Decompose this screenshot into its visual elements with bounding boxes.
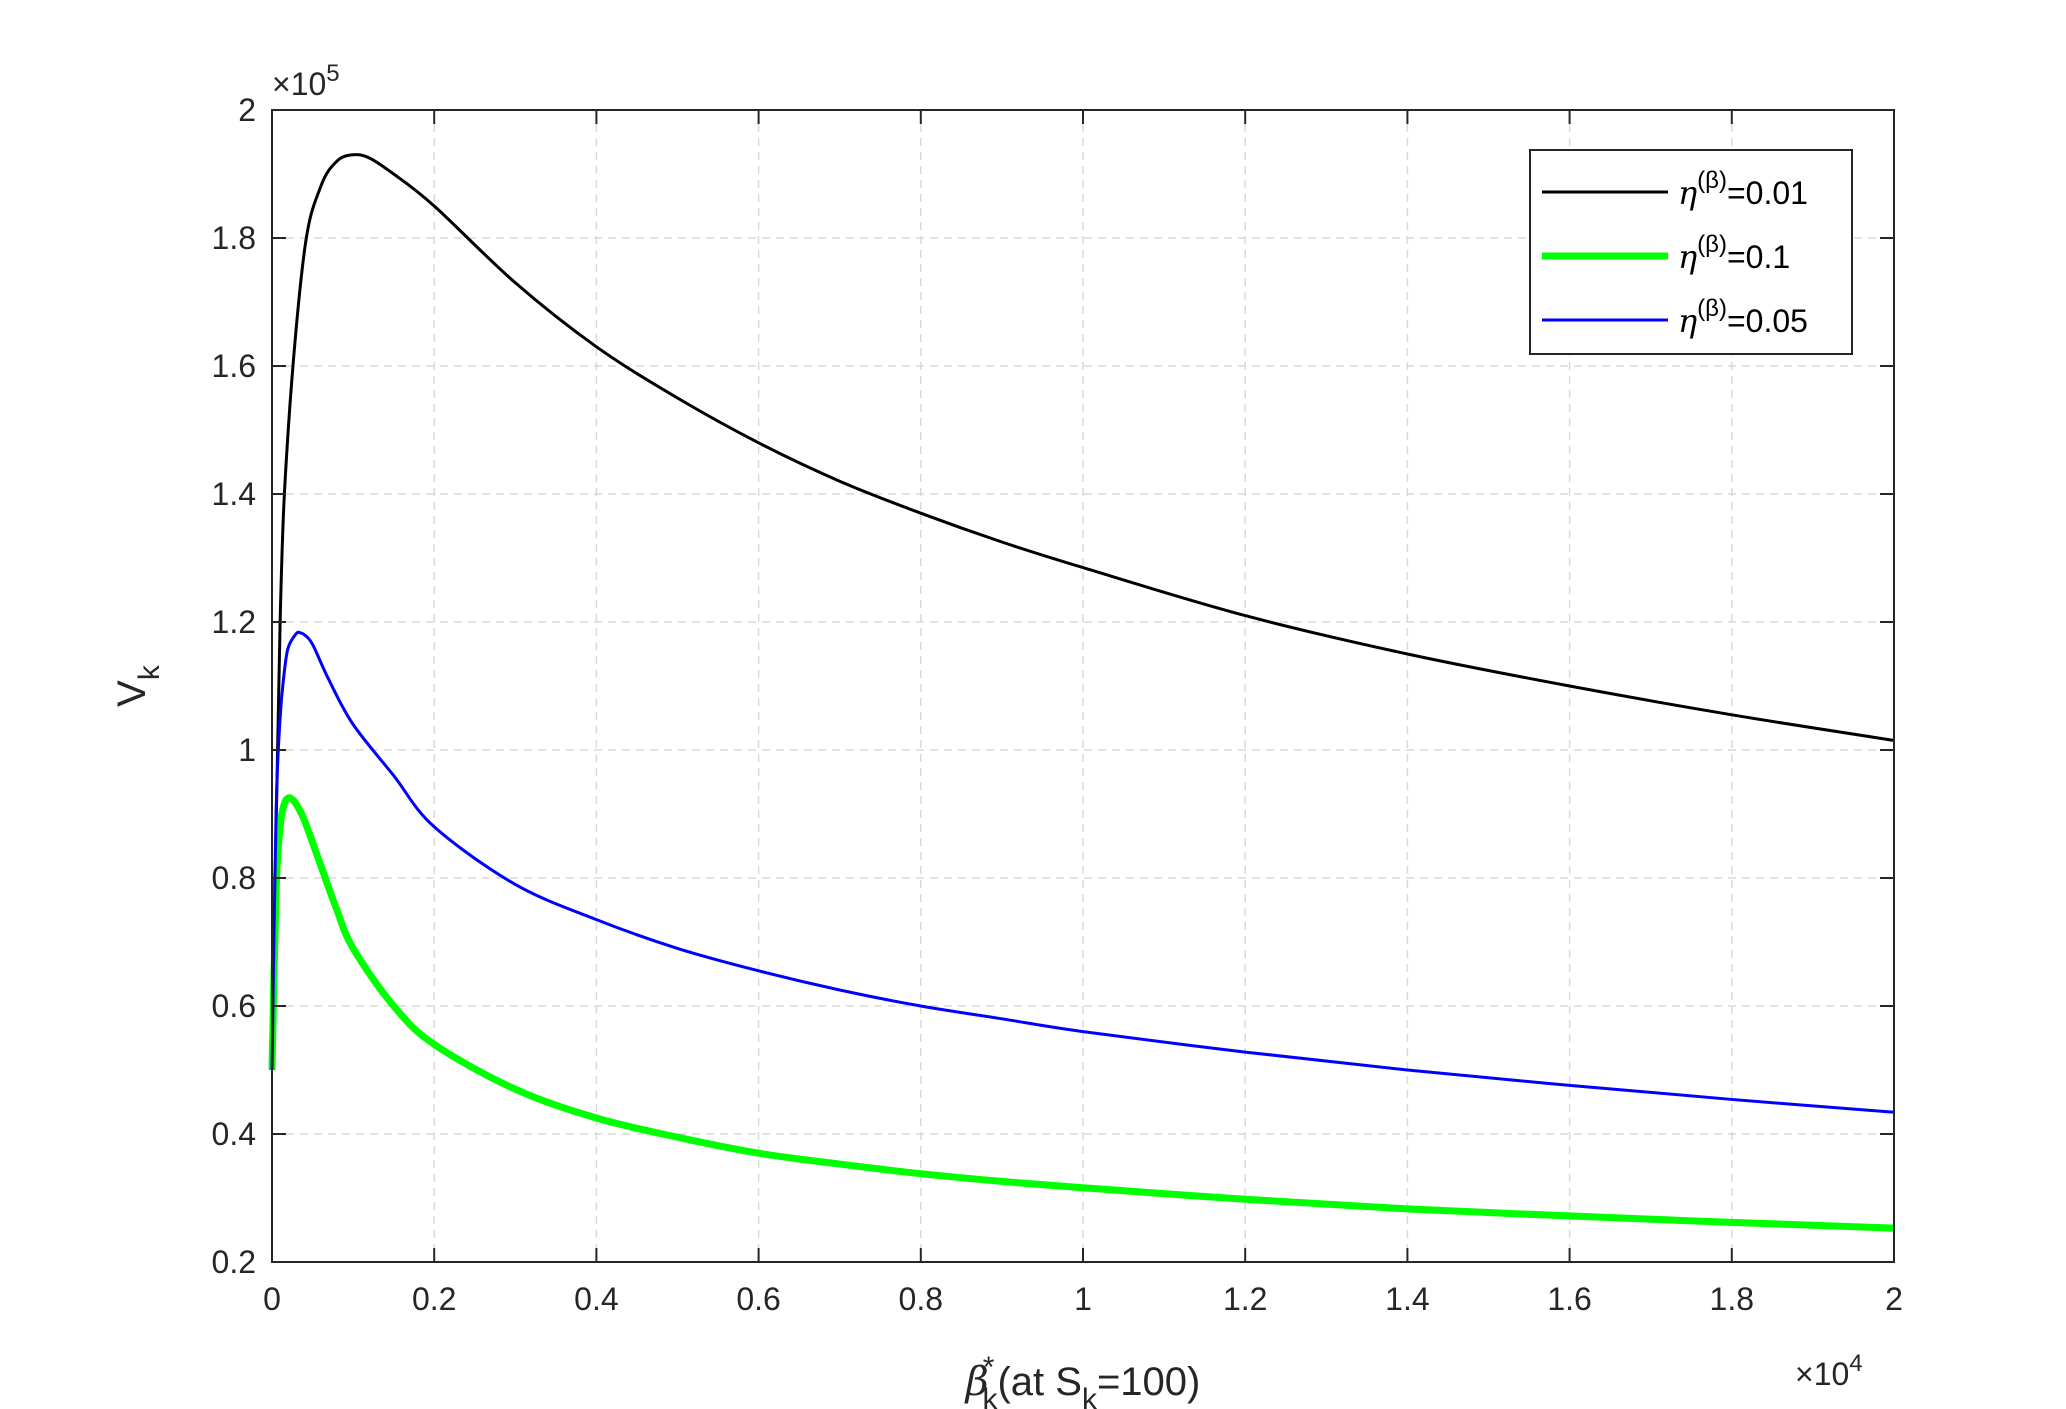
x-tick-label: 1 [1074, 1281, 1092, 1317]
x-label-rest-open: (at S [997, 1360, 1081, 1404]
x-tick-label: 1.4 [1385, 1281, 1429, 1317]
y-tick-label: 0.2 [212, 1244, 256, 1280]
legend-label-2: η(β)=0.1 [1678, 231, 1790, 276]
x-tick-label: 0 [263, 1281, 281, 1317]
y-tick-label: 2 [238, 92, 256, 128]
series-line-3 [270, 630, 1895, 1114]
x-tick-label: 0.2 [412, 1281, 456, 1317]
series-layer [268, 153, 1895, 1232]
legend-superscript: (β) [1697, 295, 1727, 322]
y-exponent-power: 5 [326, 60, 339, 87]
y-tick-label: 0.8 [212, 860, 256, 896]
y-exponent: ×105 [272, 60, 340, 102]
y-tick-label: 0.6 [212, 988, 256, 1024]
x-label-sub: k [982, 1383, 998, 1409]
series-line-2 [268, 794, 1895, 1232]
grid [272, 110, 1894, 1262]
legend: η(β)=0.01η(β)=0.1η(β)=0.05 [1529, 149, 1853, 355]
y-tick-label: 1.4 [212, 476, 256, 512]
x-label-rest-close: =100) [1097, 1360, 1200, 1404]
y-tick-label: 1.2 [212, 604, 256, 640]
x-tick-labels: 0 0.2 0.4 0.6 0.8 1 1.2 1.4 1.6 1.8 2 [263, 1281, 1903, 1317]
x-exponent-prefix: ×10 [1795, 1356, 1849, 1392]
y-tick-label: 1.6 [212, 348, 256, 384]
x-label-sup: * [983, 1351, 995, 1384]
legend-label-3: η(β)=0.05 [1678, 295, 1808, 340]
ticks [271, 109, 1895, 1263]
legend-label-1: η(β)=0.01 [1678, 167, 1808, 212]
x-tick-label: 0.4 [574, 1281, 618, 1317]
y-exponent-prefix: ×10 [272, 66, 326, 102]
x-tick-label: 0.8 [899, 1281, 943, 1317]
legend-value: =0.05 [1727, 303, 1808, 339]
legend-value: =0.1 [1727, 239, 1790, 275]
legend-value: =0.01 [1727, 175, 1808, 211]
legend-superscript: (β) [1697, 167, 1727, 194]
y-label-main: V [110, 680, 154, 707]
x-tick-label: 1.6 [1547, 1281, 1591, 1317]
legend-superscript: (β) [1697, 231, 1727, 258]
x-axis-label: β* k(at Sk=100) [964, 1351, 1201, 1409]
legend-symbol: η [1678, 174, 1697, 212]
legend-symbol: η [1678, 302, 1697, 340]
y-tick-label: 1.8 [212, 220, 256, 256]
y-label-sub: k [133, 664, 166, 680]
y-tick-label: 0.4 [212, 1116, 256, 1152]
x-tick-label: 1.2 [1223, 1281, 1267, 1317]
x-tick-label: 1.8 [1710, 1281, 1754, 1317]
x-label-rest-sub: k [1082, 1383, 1098, 1409]
x-exponent-power: 4 [1849, 1350, 1862, 1377]
series-line-1 [270, 153, 1895, 1071]
y-tick-labels: 0.2 0.4 0.6 0.8 1 1.2 1.4 1.6 1.8 2 [212, 92, 256, 1280]
y-axis-label: Vk [110, 664, 166, 707]
x-label-symbol: β [964, 1359, 989, 1405]
x-tick-label: 2 [1885, 1281, 1903, 1317]
x-exponent: ×104 [1795, 1350, 1863, 1392]
x-tick-label: 0.6 [736, 1281, 780, 1317]
y-tick-label: 1 [238, 732, 256, 768]
legend-symbol: η [1678, 238, 1697, 276]
